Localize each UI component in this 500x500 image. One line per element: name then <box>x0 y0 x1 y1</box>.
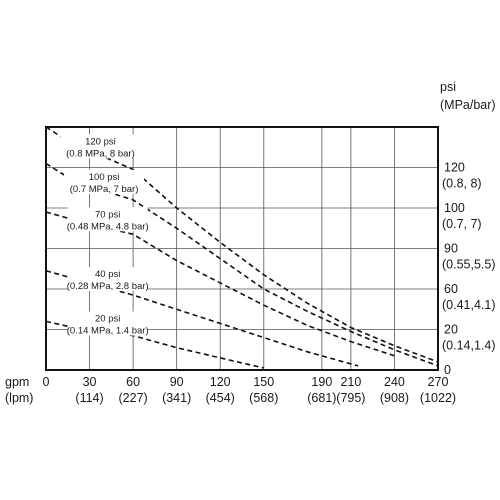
curve-label-bg <box>60 134 141 159</box>
x-tick-sub-label: (908) <box>380 391 409 405</box>
curve-label-sub: (0.7 MPa, 7 bar) <box>70 184 139 195</box>
y-axis-ticks: 0 20 (0.14,1.4) 60 (0.41,4.1) 90 (0.55,5.5) 100… <box>442 161 496 378</box>
plot-frame <box>45 126 439 371</box>
x-tick-label: 190 <box>311 375 332 389</box>
curve-label-sub: (0.8 MPa, 8 bar) <box>66 148 135 159</box>
y-tick-sub-label: (0.7, 7) <box>442 217 482 231</box>
curve-label-name: 20 psi <box>95 314 120 325</box>
x-axis-ticks: 0 30 (114) 60 (227) 90 (341) 120 (454) 150 (568) 19… <box>43 375 457 405</box>
x-tick-label: 60 <box>126 375 140 389</box>
curve-label-sub: (0.14 MPa, 1.4 bar) <box>67 326 149 337</box>
y-tick-label: 20 <box>444 323 458 337</box>
curve-label-name: 70 psi <box>95 209 120 220</box>
curve-labels: 120 psi(0.8 MPa, 8 bar) 100 psi(0.7 MPa, … <box>60 134 149 337</box>
y-tick-label: 60 <box>444 282 458 296</box>
x-tick-sub-label: (454) <box>206 391 235 405</box>
x-tick-label: 0 <box>43 375 50 389</box>
y-tick-label: 0 <box>444 363 451 377</box>
curve-label-bg <box>64 169 145 194</box>
axis-units: psi (MPa/bar) gpm (lpm) <box>5 80 496 405</box>
x-tick-sub-label: (227) <box>119 391 148 405</box>
y-tick-sub-label: (0.55,5.5) <box>442 258 496 272</box>
curve-label-bg <box>67 207 148 232</box>
x-tick-label: 210 <box>340 375 361 389</box>
curve-label-bg <box>67 266 148 291</box>
x-tick-label: 150 <box>253 375 274 389</box>
x-tick-label: 270 <box>428 375 449 389</box>
y-unit-primary: psi <box>440 80 456 94</box>
x-tick-sub-label: (341) <box>162 391 191 405</box>
x-unit-primary: gpm <box>5 375 29 389</box>
curve-label-sub: (0.48 MPa, 4.8 bar) <box>67 221 149 232</box>
curve-20-psi <box>45 320 264 369</box>
x-tick-sub-label: (681) <box>307 391 336 405</box>
x-tick-sub-label: (1022) <box>420 391 456 405</box>
x-tick-sub-label: (114) <box>75 391 103 405</box>
y-tick-sub-label: (0.14,1.4) <box>442 339 496 353</box>
curve-label-name: 40 psi <box>95 269 120 280</box>
curve-label-name: 120 psi <box>85 136 116 147</box>
curve-label-sub: (0.28 MPa, 2.8 bar) <box>67 281 149 292</box>
x-tick-sub-label: (795) <box>336 391 365 405</box>
x-tick-label: 120 <box>210 375 231 389</box>
curve-label-name: 100 psi <box>89 172 120 183</box>
y-tick-label: 90 <box>444 242 458 256</box>
y-tick-label: 120 <box>444 161 465 175</box>
x-tick-sub-label: (568) <box>249 391 278 405</box>
y-tick-sub-label: (0.41,4.1) <box>442 298 496 312</box>
y-tick-label: 100 <box>444 201 465 215</box>
y-unit-secondary: (MPa/bar) <box>440 98 496 112</box>
x-tick-label: 240 <box>384 375 405 389</box>
x-unit-secondary: (lpm) <box>5 391 33 405</box>
curve-label-bg <box>67 311 148 336</box>
x-tick-label: 90 <box>170 375 184 389</box>
y-tick-sub-label: (0.8, 8) <box>442 177 482 191</box>
x-tick-label: 30 <box>83 375 97 389</box>
